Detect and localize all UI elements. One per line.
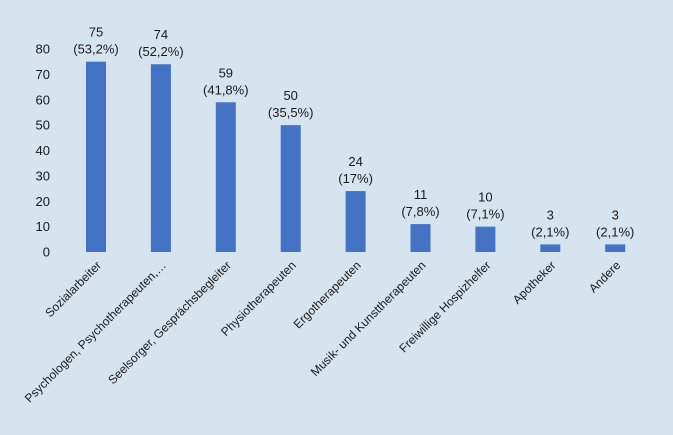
category-label: Sozialarbeiter — [42, 258, 104, 320]
bar — [150, 64, 171, 252]
y-axis: 0 10 20 30 40 50 60 70 80 — [36, 42, 50, 260]
y-tick-label: 10 — [36, 219, 50, 234]
y-tick-label: 80 — [36, 42, 50, 57]
bar-value-label: 75 — [89, 25, 103, 40]
bars — [86, 61, 626, 252]
bar-value-label: 74 — [154, 27, 168, 42]
bar-percent-label: (17%) — [338, 171, 373, 186]
category-label: Ergotherapeuten — [291, 258, 364, 331]
bar-value-label: 11 — [414, 187, 428, 202]
y-tick-label: 40 — [36, 143, 50, 158]
y-tick-label: 50 — [36, 118, 50, 133]
bar-value-label: 59 — [219, 65, 233, 80]
y-tick-label: 20 — [36, 194, 50, 209]
category-label: Musik- und Kunsttherapeuten — [308, 258, 429, 379]
bar-percent-label: (2,1%) — [596, 224, 634, 239]
y-tick-label: 70 — [36, 67, 50, 82]
bar — [215, 102, 236, 252]
bar — [86, 61, 106, 252]
bar — [345, 191, 366, 252]
bar-percent-label: (35,5%) — [268, 105, 314, 120]
bar-value-label: 3 — [612, 207, 619, 222]
bar-percent-label: (52,2%) — [138, 44, 184, 59]
bar — [280, 125, 301, 252]
category-label: Apotheker — [510, 258, 559, 307]
bar-percent-label: (7,8%) — [401, 204, 439, 219]
bar-percent-label: (41,8%) — [203, 82, 249, 97]
bar — [475, 226, 496, 252]
bar-value-label: 10 — [478, 190, 492, 205]
bar — [605, 244, 626, 252]
category-label: Psychologen, Psychotherapeuten,… — [22, 258, 169, 405]
bar-percent-label: (2,1%) — [531, 224, 569, 239]
bar-percent-label: (7,1%) — [466, 207, 504, 222]
category-label: Seelsorger, Gesprächsbegleiter — [105, 258, 234, 387]
y-tick-label: 30 — [36, 168, 50, 183]
data-labels: 75 (53,2%) 74 (52,2%) 59 (41,8%) 50 (35,5%) 24 (1… — [73, 25, 634, 240]
y-tick-label: 0 — [43, 245, 50, 260]
bar-value-label: 24 — [348, 154, 362, 169]
bar — [410, 224, 431, 252]
bar — [540, 244, 561, 252]
bar-percent-label: (53,2%) — [73, 42, 119, 57]
bar-value-label: 50 — [283, 88, 297, 103]
bar-value-label: 3 — [547, 207, 554, 222]
y-tick-label: 60 — [36, 92, 50, 107]
category-label: Andere — [586, 258, 623, 295]
